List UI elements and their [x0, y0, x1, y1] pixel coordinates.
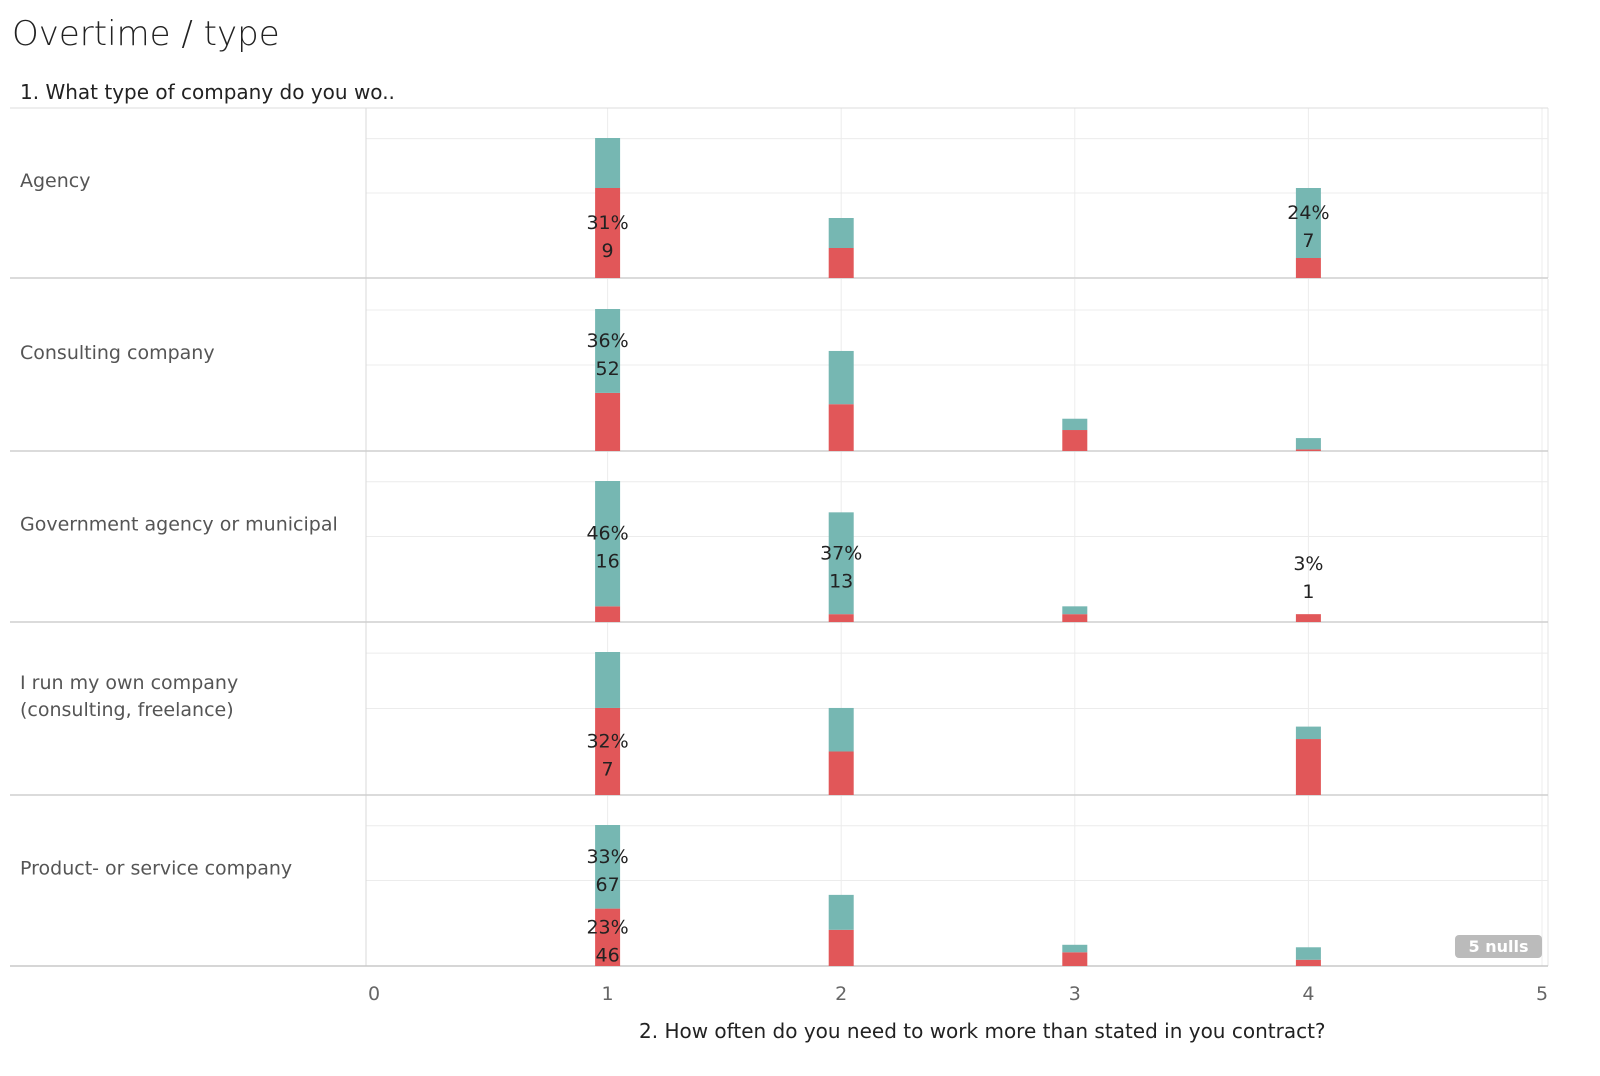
data-label-percent: 3%	[1293, 553, 1323, 575]
bar-segment-top	[595, 652, 621, 708]
data-label-percent: 36%	[586, 330, 628, 352]
bar-segment-bottom	[595, 188, 621, 278]
row-label-line: (consulting, freelance)	[20, 699, 234, 721]
row-label-line: Agency	[20, 170, 90, 192]
bar-segment-bottom	[1295, 449, 1321, 451]
bar-segment-top	[1062, 418, 1088, 431]
bar-segment-bottom	[1062, 614, 1088, 622]
x-tick-label: 1	[602, 983, 614, 1005]
bar-segment-top	[595, 825, 621, 909]
x-tick-label: 0	[368, 983, 380, 1005]
bar-segment-bottom	[1295, 614, 1321, 622]
row-label-0: Agency	[20, 170, 90, 192]
x-tick-label: 5	[1536, 983, 1548, 1005]
data-label-count: 67	[596, 874, 620, 896]
bar-segment-top	[828, 894, 854, 930]
bar-segment-bottom	[828, 614, 854, 622]
row-label-3: I run my own company (consulting, freelan…	[20, 672, 238, 721]
row-label-2: Government agency or municipal	[20, 514, 338, 536]
bar-segment-bottom	[1295, 959, 1321, 966]
bar-segment-top	[828, 350, 854, 405]
x-tick-label: 3	[1069, 983, 1081, 1005]
bar-segment-bottom	[595, 707, 621, 795]
row-label-4: Product- or service company	[20, 858, 292, 880]
data-label-count: 1	[1302, 581, 1314, 603]
data-label-percent: 24%	[1287, 202, 1329, 224]
data-label-count: 13	[829, 570, 853, 592]
bar-segment-top	[595, 309, 621, 393]
bar-segment-top	[1062, 606, 1088, 615]
bar-segment-top	[828, 707, 854, 752]
bar-segment-top	[595, 481, 621, 607]
row-label-line: Government agency or municipal	[20, 514, 338, 536]
x-tick-label: 4	[1302, 983, 1314, 1005]
bar-segment-bottom	[595, 908, 621, 966]
data-label-count: 52	[596, 358, 620, 380]
data-label-percent: 46%	[586, 523, 628, 545]
row-label-line: Consulting company	[20, 342, 215, 364]
data-label-count: 9	[602, 240, 614, 262]
bar-segment-bottom	[1062, 952, 1088, 966]
bar-segment-top	[828, 218, 854, 248]
data-label-percent: 23%	[586, 916, 628, 938]
bar-segment-bottom	[595, 392, 621, 451]
row-label-line: Product- or service company	[20, 858, 292, 880]
chart-title: Overtime / type	[12, 14, 280, 54]
data-label-count: 7	[1302, 230, 1314, 252]
bar-segment-bottom	[828, 404, 854, 451]
bar-segment-top	[828, 512, 854, 615]
data-label-count: 16	[596, 551, 620, 573]
row-axis-header[interactable]: 1. What type of company do you wo..	[20, 80, 395, 104]
data-label-percent: 37%	[820, 542, 862, 564]
bar-segment-bottom	[1295, 739, 1321, 795]
data-label-percent: 33%	[586, 846, 628, 868]
nulls-badge[interactable]: 5 nulls	[1455, 935, 1542, 958]
bar-segment-bottom	[828, 248, 854, 278]
bar-segment-bottom	[828, 929, 854, 966]
bar-segment-top	[1295, 726, 1321, 740]
x-axis-title[interactable]: 2. How often do you need to work more th…	[639, 1019, 1326, 1043]
bar-segment-bottom	[1295, 258, 1321, 278]
row-label-1: Consulting company	[20, 342, 215, 364]
bar-segment-top	[595, 138, 621, 188]
bar-segment-top	[1295, 438, 1321, 450]
bar-segment-bottom	[828, 751, 854, 795]
x-tick-label: 2	[835, 983, 847, 1005]
data-label-count: 46	[596, 944, 620, 966]
data-label-count: 7	[602, 758, 614, 780]
bar-segment-bottom	[595, 606, 621, 622]
bar-segment-top	[1295, 947, 1321, 960]
bar-segment-top	[1295, 188, 1321, 258]
bar-segment-bottom	[1062, 430, 1088, 451]
data-label-percent: 31%	[586, 212, 628, 234]
bar-segment-top	[1062, 944, 1088, 953]
data-label-percent: 32%	[586, 730, 628, 752]
row-label-line: I run my own company	[20, 672, 238, 694]
